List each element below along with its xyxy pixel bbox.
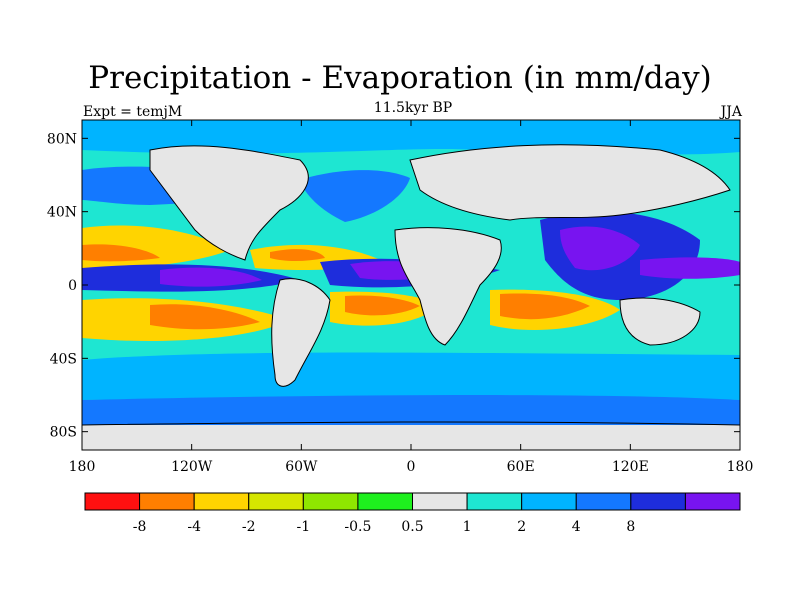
colorbar-swatch xyxy=(412,492,468,511)
coastlines xyxy=(82,144,740,426)
y-tick-label: 80N xyxy=(47,131,77,147)
colorbar-label: -1 xyxy=(297,519,311,535)
antarctica xyxy=(82,425,740,450)
colorbar-label: -0.5 xyxy=(344,519,371,535)
pacific-itcz-core xyxy=(160,267,262,287)
colorbar-swatch xyxy=(302,492,359,511)
y-axis-ticks: 80N 40N 0 40S 80S xyxy=(47,131,740,441)
colorbar-swatch xyxy=(684,492,741,511)
africa xyxy=(395,227,502,345)
y-tick-label: 80S xyxy=(50,425,77,441)
colorbar-swatch xyxy=(466,492,523,511)
southern-storm-track xyxy=(82,352,740,400)
experiment-label: Expt = temjM xyxy=(83,104,183,120)
y-tick-label: 40N xyxy=(47,205,77,221)
south-america-coastline xyxy=(271,278,331,387)
x-tick-label: 120W xyxy=(171,459,213,475)
asian-monsoon-core xyxy=(560,226,640,271)
map-field xyxy=(82,120,740,450)
colorbar-label: 1 xyxy=(463,519,472,535)
colorbar-swatch xyxy=(521,492,577,511)
australia xyxy=(620,298,700,345)
x-tick-label: 0 xyxy=(407,459,416,475)
x-tick-label: 60W xyxy=(285,459,318,475)
x-tick-label: 180 xyxy=(727,459,754,475)
colorbar-swatch xyxy=(193,492,250,511)
colorbar-swatch xyxy=(248,492,304,511)
x-tick-label: 120E xyxy=(612,459,649,475)
south-pacific-dry-core xyxy=(150,304,260,330)
north-atlantic-wet-region xyxy=(300,170,410,222)
colorbar-label: 2 xyxy=(517,519,526,535)
southern-ocean-wet-band xyxy=(82,395,740,425)
season-label: JJA xyxy=(720,104,742,120)
colorbar: -8 -4 -2 -1 -0.5 0.5 1 2 4 8 xyxy=(84,492,741,535)
colorbar-label: -2 xyxy=(242,519,256,535)
antarctica-coastline xyxy=(82,421,740,426)
eurasia-coastline xyxy=(409,144,731,221)
south-america xyxy=(271,278,330,387)
north-pacific-dry-core xyxy=(82,244,160,262)
y-tick-label: 0 xyxy=(68,278,77,294)
colorbar-label: -4 xyxy=(187,519,201,535)
x-tick-label: 180 xyxy=(69,459,96,475)
map-title: Precipitation - Evaporation (in mm/day) xyxy=(88,60,712,96)
north-america-coastline xyxy=(149,145,309,261)
colorbar-swatch xyxy=(139,492,195,511)
west-pacific-wet-band xyxy=(640,257,740,279)
x-tick-label: 60E xyxy=(507,459,535,475)
north-atlantic-dry-core xyxy=(270,249,325,261)
map-subtitle: 11.5kyr BP xyxy=(373,100,453,116)
south-atlantic-dry-core xyxy=(345,295,420,316)
colorbar-swatch xyxy=(357,492,413,511)
eurasia xyxy=(410,144,730,220)
y-tick-label: 40S xyxy=(50,351,77,367)
colorbar-swatch xyxy=(630,492,686,511)
africa-coastline xyxy=(394,227,502,346)
colorbar-label: -8 xyxy=(133,519,147,535)
colorbar-label: 4 xyxy=(572,519,581,535)
north-america xyxy=(150,145,309,260)
colorbar-swatch xyxy=(575,492,632,511)
indian-ocean-dry-core xyxy=(500,293,590,320)
australia-coastline xyxy=(619,297,701,346)
x-axis-ticks: 180 120W 60W 0 60E 120E 180 xyxy=(69,120,754,475)
colorbar-swatch xyxy=(84,492,141,511)
colorbar-label: 0.5 xyxy=(401,519,423,535)
colorbar-label: 8 xyxy=(626,519,635,535)
